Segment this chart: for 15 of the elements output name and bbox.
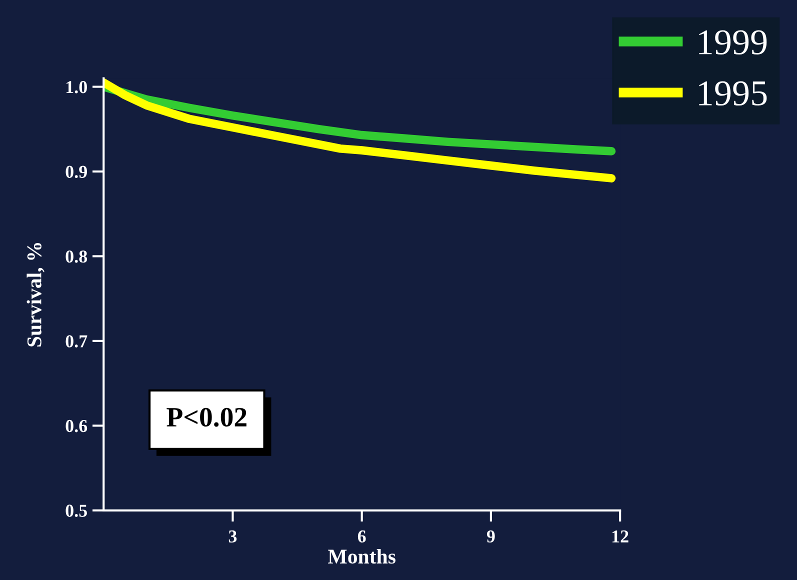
y-tick-label: 0.8 <box>66 250 88 263</box>
x-tick-label: 12 <box>612 530 628 542</box>
y-tick-label: 0.6 <box>66 420 88 432</box>
x-tick-label: 3 <box>228 530 237 543</box>
legend-label: 1999 <box>699 30 767 55</box>
y-tick-label: 0.7 <box>66 335 88 348</box>
legend-label: 1995 <box>699 81 767 106</box>
y-tick-label: 0.5 <box>66 504 87 517</box>
y-tick-label: 0.9 <box>66 166 87 178</box>
x-axis-title: Months <box>328 548 396 564</box>
x-tick-label: 6 <box>358 530 366 543</box>
y-axis-title: Survival, % <box>26 243 44 346</box>
y-tick-label: 1.0 <box>66 81 87 94</box>
annotation: P<0.02 <box>166 408 246 427</box>
x-tick-label: 9 <box>486 530 495 543</box>
